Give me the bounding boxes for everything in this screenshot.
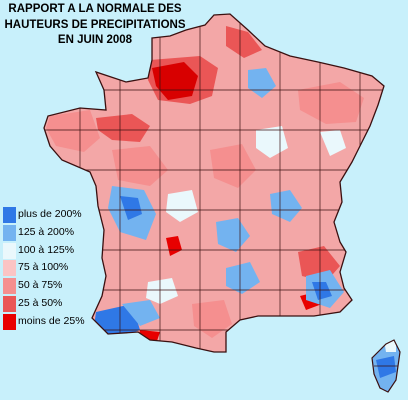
zone-bretagne-dry xyxy=(96,114,150,142)
france-outline xyxy=(43,13,385,353)
zone-lowest-north xyxy=(152,62,198,100)
zone-ardennes-wet xyxy=(248,68,276,98)
zone-corsica-wet xyxy=(376,356,396,378)
zone-provence-wettest xyxy=(312,282,332,300)
zone-centre xyxy=(210,144,256,188)
legend-label: 100 à 125% xyxy=(18,243,75,256)
legend-swatch xyxy=(3,313,16,330)
legend-label: plus de 200% xyxy=(18,208,82,220)
title-line-3: EN JUIN 2008 xyxy=(57,34,133,46)
map-title: RAPPORT A LA NORMALE DES HAUTEURS DE PRE… xyxy=(0,2,190,49)
legend-swatch xyxy=(3,278,16,295)
legend-label: 25 à 50% xyxy=(18,296,63,309)
zone-pyrenees-dry xyxy=(138,330,160,344)
legend-label: 125 à 200% xyxy=(18,225,75,238)
zone-rhone-wet xyxy=(270,190,302,222)
zone-tarn-wet xyxy=(226,262,260,294)
corsica xyxy=(371,339,401,393)
zone-finistere xyxy=(46,110,100,152)
legend-label: moins de 25% xyxy=(18,314,85,327)
zone-nord xyxy=(226,26,262,58)
title-line-1: RAPPORT A LA NORMALE DES xyxy=(8,3,182,15)
legend-swatch xyxy=(3,260,16,277)
zone-aude xyxy=(192,300,232,338)
mainland-france xyxy=(43,13,385,353)
zone-vosges-normal xyxy=(320,130,346,156)
legend-swatch xyxy=(3,242,16,259)
zone-dry-spot xyxy=(166,236,182,256)
legend-swatch xyxy=(3,207,16,223)
title-line-2: HAUTEURS DE PRECIPITATIONS xyxy=(4,18,186,31)
zone-lorraine xyxy=(298,82,364,124)
zone-limousin-normal xyxy=(166,190,198,222)
legend-label: 75 à 100% xyxy=(18,261,69,274)
legend-label: 50 à 75% xyxy=(18,279,63,292)
zone-massif-wet xyxy=(216,218,250,252)
legend-swatch xyxy=(3,295,16,312)
zone-gers-normal xyxy=(146,278,178,304)
zone-pyrenees-wet xyxy=(122,300,160,326)
legend-swatch xyxy=(3,224,16,241)
zone-loire xyxy=(112,146,168,186)
zone-wet-west xyxy=(120,196,142,220)
